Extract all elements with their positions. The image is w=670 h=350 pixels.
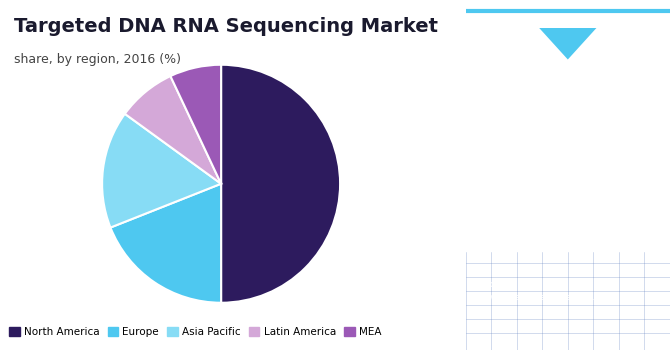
FancyBboxPatch shape <box>600 28 658 60</box>
Text: Source:
www.grandviewresearch.com: Source: www.grandviewresearch.com <box>482 280 615 302</box>
Text: share, by region, 2016 (%): share, by region, 2016 (%) <box>14 52 181 65</box>
Wedge shape <box>221 65 340 303</box>
Legend: North America, Europe, Asia Pacific, Latin America, MEA: North America, Europe, Asia Pacific, Lat… <box>5 323 385 341</box>
Polygon shape <box>539 28 596 60</box>
Wedge shape <box>102 114 221 228</box>
Text: Targeted DNA RNA Sequencing Market: Targeted DNA RNA Sequencing Market <box>14 18 438 36</box>
Text: $4.1B: $4.1B <box>519 119 617 147</box>
Wedge shape <box>170 65 221 184</box>
Text: Global Market Size,
2016: Global Market Size, 2016 <box>511 196 625 227</box>
FancyBboxPatch shape <box>476 28 521 60</box>
Wedge shape <box>111 184 221 303</box>
Text: GRAND VIEW RESEARCH: GRAND VIEW RESEARCH <box>507 74 629 83</box>
Wedge shape <box>125 76 221 184</box>
